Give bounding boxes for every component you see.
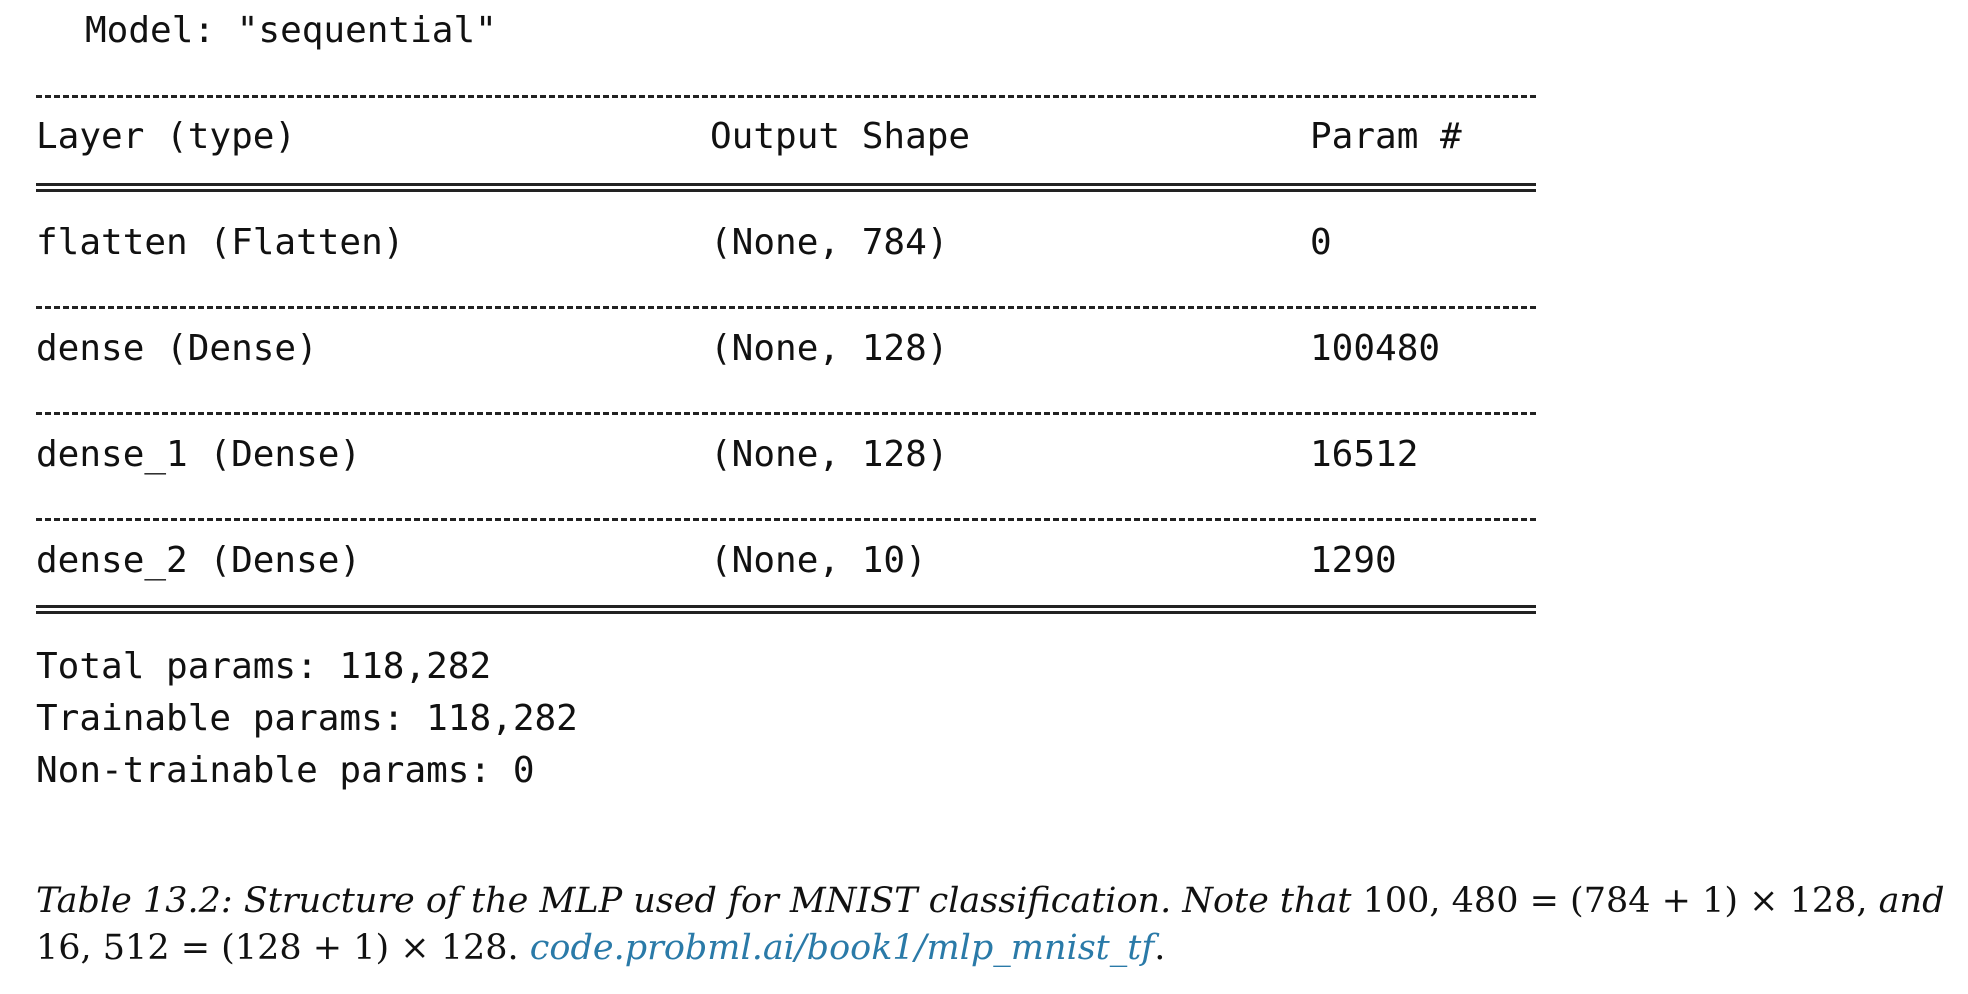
caption-end: . bbox=[1154, 928, 1166, 968]
caption-equation-2: 16, 512 = (128 + 1) × 128. bbox=[36, 928, 519, 968]
row-params: 1290 bbox=[1310, 540, 1397, 581]
divider-dashed bbox=[36, 306, 1536, 309]
model-title: Model: "sequential" bbox=[85, 10, 497, 51]
caption-label: Table 13.2: bbox=[36, 881, 233, 921]
row-layer: dense_2 (Dense) bbox=[36, 540, 362, 581]
row-shape: (None, 128) bbox=[710, 328, 949, 369]
row-layer: flatten (Flatten) bbox=[36, 222, 405, 263]
header-param-count: Param # bbox=[1310, 116, 1462, 157]
non-trainable-params: Non-trainable params: 0 bbox=[36, 750, 535, 791]
divider-double bbox=[36, 605, 1536, 614]
divider-dashed bbox=[36, 518, 1536, 521]
table-caption: Table 13.2: Structure of the MLP used fo… bbox=[36, 878, 1956, 972]
header-layer: Layer (type) bbox=[36, 116, 297, 157]
caption-and: and bbox=[1878, 881, 1945, 921]
divider-dashed bbox=[36, 95, 1536, 98]
row-shape: (None, 784) bbox=[710, 222, 949, 263]
row-params: 16512 bbox=[1310, 434, 1419, 475]
row-params: 0 bbox=[1310, 222, 1332, 263]
header-output-shape: Output Shape bbox=[710, 116, 971, 157]
row-shape: (None, 10) bbox=[710, 540, 927, 581]
divider-dashed bbox=[36, 412, 1536, 415]
row-params: 100480 bbox=[1310, 328, 1441, 369]
caption-text: Structure of the MLP used for MNIST clas… bbox=[243, 881, 1352, 921]
trainable-params: Trainable params: 118,282 bbox=[36, 698, 578, 739]
row-shape: (None, 128) bbox=[710, 434, 949, 475]
total-params: Total params: 118,282 bbox=[36, 646, 492, 687]
row-layer: dense (Dense) bbox=[36, 328, 318, 369]
caption-equation-1: 100, 480 = (784 + 1) × 128, bbox=[1362, 881, 1868, 921]
code-link[interactable]: code.probml.ai/book1/mlp_mnist_tf bbox=[529, 928, 1155, 968]
divider-double bbox=[36, 183, 1536, 192]
row-layer: dense_1 (Dense) bbox=[36, 434, 362, 475]
